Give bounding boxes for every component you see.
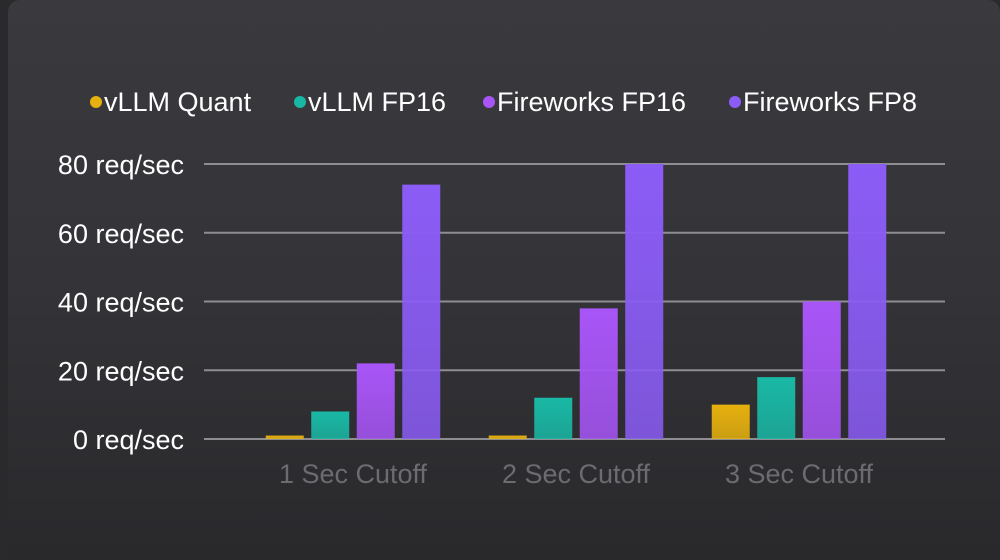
legend-marker-fireworks-fp16 [483,96,495,108]
legend-marker-fireworks-fp8 [729,96,741,108]
legend-label-fireworks-fp16: Fireworks FP16 [497,86,687,117]
y-axis-ticks: 0 req/sec 20 req/sec 40 req/sec 60 req/sec 8… [58,150,184,455]
y-tick-label-20: 20 req/sec [58,356,184,386]
legend-item-vllm-fp16[interactable]: vLLM FP16 [294,84,446,120]
x-axis-categories: 1 Sec Cutoff 2 Sec Cutoff 3 Sec Cutoff [279,459,874,489]
bar-fireworks-fp8-2-sec-cutoff[interactable] [625,164,664,439]
bar-vllm-quant-3-sec-cutoff[interactable] [711,404,750,439]
bar-vllm-fp16-3-sec-cutoff[interactable] [757,377,796,439]
y-tick-label-40: 40 req/sec [58,288,184,318]
legend-label-vllm-fp16: vLLM FP16 [308,86,447,117]
bar-fireworks-fp8-1-sec-cutoff[interactable] [402,184,441,439]
bar-fireworks-fp16-1-sec-cutoff[interactable] [356,363,395,439]
bar-chart: 0 req/sec 20 req/sec 40 req/sec 60 req/sec 8… [58,150,945,489]
y-tick-label-80: 80 req/sec [58,150,184,180]
x-category-label-1-sec-cutoff: 1 Sec Cutoff [279,459,428,489]
x-category-label-2-sec-cutoff: 2 Sec Cutoff [502,459,651,489]
bar-fireworks-fp16-2-sec-cutoff[interactable] [579,308,618,439]
legend: vLLM Quant vLLM FP16 Fireworks FP16 Fire… [0,84,1000,120]
chart-card [8,0,1000,560]
bar-vllm-quant-1-sec-cutoff[interactable] [265,435,304,439]
legend-label-vllm-quant: vLLM Quant [104,86,252,117]
bar-vllm-fp16-1-sec-cutoff[interactable] [311,411,350,440]
bar-fireworks-fp16-3-sec-cutoff[interactable] [802,301,841,440]
bar-fireworks-fp8-3-sec-cutoff[interactable] [848,164,887,439]
legend-item-fireworks-fp8[interactable]: Fireworks FP8 [729,84,917,120]
legend-label-fireworks-fp8: Fireworks FP8 [743,86,918,117]
legend-marker-vllm-quant [90,96,102,108]
legend-marker-vllm-fp16 [294,96,306,108]
bar-vllm-fp16-2-sec-cutoff[interactable] [534,397,573,439]
bars [265,164,887,440]
legend-item-fireworks-fp16[interactable]: Fireworks FP16 [483,84,686,120]
x-category-label-3-sec-cutoff: 3 Sec Cutoff [725,459,874,489]
legend-item-vllm-quant[interactable]: vLLM Quant [90,84,251,120]
y-tick-label-60: 60 req/sec [58,219,184,249]
bar-vllm-quant-2-sec-cutoff[interactable] [488,435,527,439]
y-tick-label-0: 0 req/sec [73,425,184,455]
